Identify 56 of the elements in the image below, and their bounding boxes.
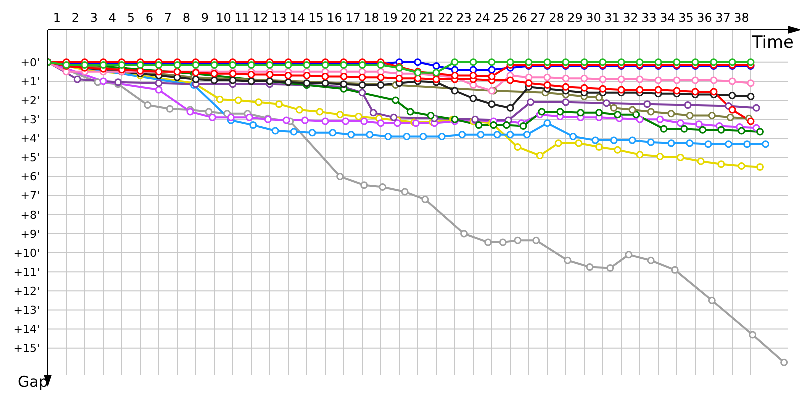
x-tick-label: 26 <box>512 11 528 25</box>
y-tick-label: +14' <box>14 323 40 336</box>
y-tick-label: +1' <box>20 75 40 88</box>
x-tick-label: 37 <box>716 11 731 25</box>
x-tick-label: 36 <box>697 11 712 25</box>
x-tick-label: 22 <box>438 11 454 25</box>
x-tick-label: 17 <box>346 11 361 25</box>
x-tick-label: 14 <box>290 11 306 25</box>
x-tick-label: 23 <box>456 11 472 25</box>
x-tick-label: 27 <box>530 11 546 25</box>
y-tick-label: +12' <box>14 285 40 298</box>
y-tick-label: +6' <box>20 170 40 184</box>
x-tick-label: 32 <box>623 11 638 25</box>
x-tick-label: 19 <box>382 11 398 25</box>
x-tick-label: 18 <box>364 11 380 25</box>
x-tick-label: 24 <box>475 11 490 25</box>
x-tick-label: 4 <box>108 11 117 25</box>
x-tick-label: 15 <box>308 11 324 25</box>
x-tick-label: 33 <box>642 11 657 25</box>
x-tick-label: 29 <box>568 11 583 25</box>
x-tick-label: 6 <box>146 11 154 25</box>
x-axis-title: Time <box>751 33 794 53</box>
x-tick-label: 34 <box>660 11 676 25</box>
x-tick-label: 11 <box>234 11 250 25</box>
x-tick-label: 8 <box>182 11 191 25</box>
x-tick-label: 31 <box>604 11 620 25</box>
x-tick-label: 2 <box>72 11 80 25</box>
x-tick-label: 30 <box>586 11 602 25</box>
y-tick-label: +4' <box>20 132 40 146</box>
y-tick-label: +9' <box>20 228 40 241</box>
x-tick-label: 10 <box>216 11 232 25</box>
y-tick-label: +11' <box>14 266 40 279</box>
x-tick-label: 16 <box>327 11 342 25</box>
x-tick-label: 21 <box>420 11 435 25</box>
y-tick-label: +8' <box>20 208 40 222</box>
y-tick-label: +10' <box>14 246 40 260</box>
y-tick-label: +5' <box>20 152 40 165</box>
x-tick-label: 1 <box>53 11 62 25</box>
y-tick-label: +13' <box>14 304 40 318</box>
x-tick-label: 28 <box>549 11 564 25</box>
x-tick-label: 7 <box>164 11 172 25</box>
x-tick-label: 9 <box>201 11 210 25</box>
y-tick-label: +2' <box>20 94 40 108</box>
y-tick-label: +7' <box>20 190 40 203</box>
x-tick-label: 5 <box>127 11 136 25</box>
y-tick-label: +3' <box>20 113 40 126</box>
y-tick-label: +0' <box>20 56 40 70</box>
x-tick-label: 13 <box>272 11 287 25</box>
y-axis-title: Gap <box>18 373 48 391</box>
y-tick-label: +15' <box>14 342 40 356</box>
x-tick-label: 20 <box>401 11 416 25</box>
x-tick-label: 3 <box>90 11 98 25</box>
x-tick-label: 35 <box>678 11 694 25</box>
x-tick-label: 12 <box>253 11 268 25</box>
x-tick-label: 25 <box>494 11 509 25</box>
x-tick-label: 38 <box>734 11 750 25</box>
